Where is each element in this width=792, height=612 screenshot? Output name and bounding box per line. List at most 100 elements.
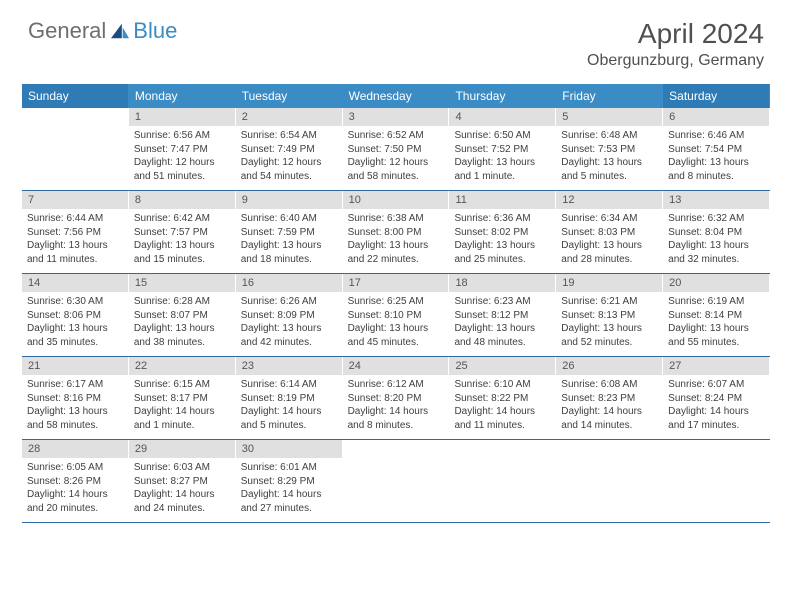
day-number — [663, 440, 769, 458]
daylight-text: Daylight: 13 hours and 18 minutes. — [241, 239, 337, 266]
calendar-cell: 10 Sunrise: 6:38 AMSunset: 8:00 PMDayligh… — [343, 191, 450, 273]
day-header-thursday: Thursday — [449, 84, 556, 108]
calendar-cell: 16Sunrise: 6:26 AMSunset: 8:09 PMDayligh… — [236, 274, 343, 356]
daylight-text: Daylight: 13 hours and 32 minutes. — [668, 239, 764, 266]
day-number: 14 — [22, 274, 128, 292]
daylight-text: Daylight: 13 hours and 1 minute. — [454, 156, 550, 183]
daylight-text: Daylight: 14 hours and 14 minutes. — [561, 405, 657, 432]
calendar-cell: 27Sunrise: 6:07 AMSunset: 8:24 PMDayligh… — [663, 357, 770, 439]
day-info: Sunrise: 6:01 AMSunset: 8:29 PMDaylight:… — [236, 458, 342, 520]
day-header-wednesday: Wednesday — [343, 84, 450, 108]
sunset-text: Sunset: 8:27 PM — [134, 475, 230, 489]
sunset-text: Sunset: 8:06 PM — [27, 309, 123, 323]
calendar-cell: 1Sunrise: 6:56 AMSunset: 7:47 PMDaylight… — [129, 108, 236, 190]
day-info: Sunrise: 6:17 AMSunset: 8:16 PMDaylight:… — [22, 375, 128, 437]
day-info: Sunrise: 6:32 AMSunset: 8:04 PMDaylight:… — [663, 209, 769, 271]
calendar-cell: 13Sunrise: 6:32 AMSunset: 8:04 PMDayligh… — [663, 191, 770, 273]
day-number: 25 — [449, 357, 555, 375]
sunset-text: Sunset: 8:02 PM — [454, 226, 550, 240]
day-info: Sunrise: 6:15 AMSunset: 8:17 PMDaylight:… — [129, 375, 235, 437]
sunset-text: Sunset: 8:17 PM — [134, 392, 230, 406]
daylight-text: Daylight: 13 hours and 52 minutes. — [561, 322, 657, 349]
logo-sail-icon — [109, 22, 131, 40]
sunset-text: Sunset: 8:23 PM — [561, 392, 657, 406]
sunrise-text: Sunrise: 6:30 AM — [27, 295, 123, 309]
sunset-text: Sunset: 8:14 PM — [668, 309, 764, 323]
daylight-text: Daylight: 13 hours and 11 minutes. — [27, 239, 123, 266]
day-number: 27 — [663, 357, 769, 375]
calendar-cell: 4Sunrise: 6:50 AMSunset: 7:52 PMDaylight… — [449, 108, 556, 190]
daylight-text: Daylight: 12 hours and 51 minutes. — [134, 156, 230, 183]
daylight-text: Daylight: 13 hours and 38 minutes. — [134, 322, 230, 349]
sunset-text: Sunset: 8:13 PM — [561, 309, 657, 323]
calendar-week: 21Sunrise: 6:17 AMSunset: 8:16 PMDayligh… — [22, 357, 770, 440]
calendar-cell: 21Sunrise: 6:17 AMSunset: 8:16 PMDayligh… — [22, 357, 129, 439]
day-info: Sunrise: 6:21 AMSunset: 8:13 PMDaylight:… — [556, 292, 662, 354]
day-info: Sunrise: 6:54 AMSunset: 7:49 PMDaylight:… — [236, 126, 342, 188]
sunrise-text: Sunrise: 6:36 AM — [454, 212, 550, 226]
day-number: 12 — [556, 191, 662, 209]
day-info: Sunrise: 6:26 AMSunset: 8:09 PMDaylight:… — [236, 292, 342, 354]
day-info: Sunrise: 6:25 AMSunset: 8:10 PMDaylight:… — [343, 292, 449, 354]
sunrise-text: Sunrise: 6:38 AM — [348, 212, 444, 226]
sunrise-text: Sunrise: 6:12 AM — [348, 378, 444, 392]
calendar-cell: 19Sunrise: 6:21 AMSunset: 8:13 PMDayligh… — [556, 274, 663, 356]
sunrise-text: Sunrise: 6:56 AM — [134, 129, 230, 143]
day-number: 24 — [343, 357, 449, 375]
sunset-text: Sunset: 8:00 PM — [348, 226, 444, 240]
daylight-text: Daylight: 14 hours and 27 minutes. — [241, 488, 337, 515]
day-info: Sunrise: 6:50 AMSunset: 7:52 PMDaylight:… — [449, 126, 555, 188]
sunrise-text: Sunrise: 6:34 AM — [561, 212, 657, 226]
day-info: Sunrise: 6:44 AMSunset: 7:56 PMDaylight:… — [22, 209, 128, 271]
calendar-cell: 3Sunrise: 6:52 AMSunset: 7:50 PMDaylight… — [343, 108, 450, 190]
sunrise-text: Sunrise: 6:50 AM — [454, 129, 550, 143]
logo: General Blue — [28, 18, 177, 44]
day-number: 10 — [343, 191, 449, 209]
calendar-cell: 11Sunrise: 6:36 AMSunset: 8:02 PMDayligh… — [449, 191, 556, 273]
day-number: 29 — [129, 440, 235, 458]
calendar-cell: 25Sunrise: 6:10 AMSunset: 8:22 PMDayligh… — [449, 357, 556, 439]
day-header-monday: Monday — [129, 84, 236, 108]
calendar-cell: 8Sunrise: 6:42 AMSunset: 7:57 PMDaylight… — [129, 191, 236, 273]
sunset-text: Sunset: 8:07 PM — [134, 309, 230, 323]
daylight-text: Daylight: 14 hours and 8 minutes. — [348, 405, 444, 432]
sunset-text: Sunset: 8:26 PM — [27, 475, 123, 489]
daylight-text: Daylight: 13 hours and 22 minutes. — [348, 239, 444, 266]
header: General Blue April 2024 Obergunzburg, Ge… — [0, 0, 792, 78]
sunset-text: Sunset: 7:52 PM — [454, 143, 550, 157]
calendar-cell: 24Sunrise: 6:12 AMSunset: 8:20 PMDayligh… — [343, 357, 450, 439]
calendar-cell — [663, 440, 770, 522]
day-info: Sunrise: 6:08 AMSunset: 8:23 PMDaylight:… — [556, 375, 662, 437]
weeks-container: 1Sunrise: 6:56 AMSunset: 7:47 PMDaylight… — [22, 108, 770, 523]
day-number: 15 — [129, 274, 235, 292]
sunrise-text: Sunrise: 6:05 AM — [27, 461, 123, 475]
day-info: Sunrise: 6:36 AMSunset: 8:02 PMDaylight:… — [449, 209, 555, 271]
day-number: 30 — [236, 440, 342, 458]
day-header-tuesday: Tuesday — [236, 84, 343, 108]
calendar-cell: 12Sunrise: 6:34 AMSunset: 8:03 PMDayligh… — [556, 191, 663, 273]
sunrise-text: Sunrise: 6:46 AM — [668, 129, 764, 143]
sunrise-text: Sunrise: 6:25 AM — [348, 295, 444, 309]
day-info: Sunrise: 6:14 AMSunset: 8:19 PMDaylight:… — [236, 375, 342, 437]
daylight-text: Daylight: 14 hours and 1 minute. — [134, 405, 230, 432]
calendar-cell — [343, 440, 450, 522]
sunset-text: Sunset: 7:54 PM — [668, 143, 764, 157]
daylight-text: Daylight: 13 hours and 35 minutes. — [27, 322, 123, 349]
calendar-cell: 2Sunrise: 6:54 AMSunset: 7:49 PMDaylight… — [236, 108, 343, 190]
day-number: 22 — [129, 357, 235, 375]
calendar-cell: 7Sunrise: 6:44 AMSunset: 7:56 PMDaylight… — [22, 191, 129, 273]
sunrise-text: Sunrise: 6:03 AM — [134, 461, 230, 475]
daylight-text: Daylight: 13 hours and 5 minutes. — [561, 156, 657, 183]
sunset-text: Sunset: 8:16 PM — [27, 392, 123, 406]
sunrise-text: Sunrise: 6:15 AM — [134, 378, 230, 392]
day-number: 19 — [556, 274, 662, 292]
calendar-cell: 5Sunrise: 6:48 AMSunset: 7:53 PMDaylight… — [556, 108, 663, 190]
sunset-text: Sunset: 7:59 PM — [241, 226, 337, 240]
sunrise-text: Sunrise: 6:42 AM — [134, 212, 230, 226]
calendar-cell — [556, 440, 663, 522]
month-year: April 2024 — [587, 18, 764, 50]
calendar-cell: 14 Sunrise: 6:30 AMSunset: 8:06 PMDayligh… — [22, 274, 129, 356]
sunrise-text: Sunrise: 6:26 AM — [241, 295, 337, 309]
day-info: Sunrise: 6:03 AMSunset: 8:27 PMDaylight:… — [129, 458, 235, 520]
day-number: 21 — [22, 357, 128, 375]
